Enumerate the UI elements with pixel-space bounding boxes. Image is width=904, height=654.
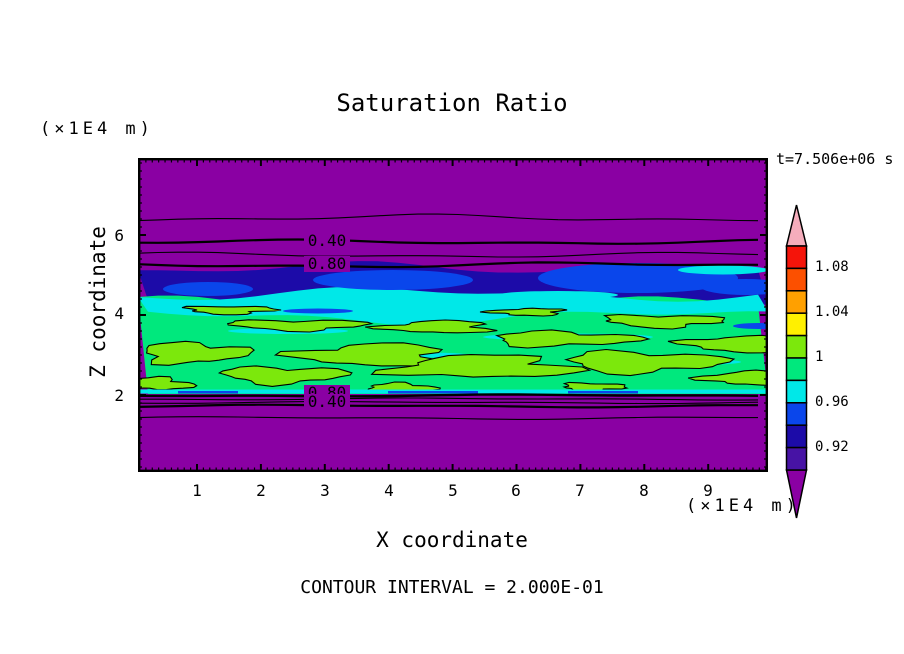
contoured-blob [564, 348, 736, 377]
colorbar-segment [785, 379, 808, 404]
colorbar [785, 204, 808, 520]
colorbar-segment [785, 290, 808, 314]
fill-region [388, 391, 478, 394]
contour-field-canvas [138, 158, 768, 472]
x-tick-label-8: 8 [639, 481, 649, 500]
x-tick-label-6: 6 [511, 481, 521, 500]
contour-label-040-upper: 0.40 [304, 233, 350, 249]
z-tick-label-6: 6 [114, 226, 124, 245]
colorbar-scale [785, 204, 808, 519]
colorbar-label-108: 1.08 [815, 259, 849, 275]
colorbar-segment [785, 334, 808, 359]
fill-band [138, 286, 768, 327]
fill-patch [498, 291, 618, 299]
plot-frame [138, 158, 768, 472]
contour-line [138, 403, 758, 409]
x-axis-title: X coordinate [376, 528, 528, 552]
fill-patch [283, 308, 353, 314]
contour-line [138, 238, 759, 245]
z-tick-label-2: 2 [114, 386, 124, 405]
colorbar-segment [785, 357, 808, 382]
fill-patch [163, 282, 253, 296]
contoured-blob [138, 375, 198, 391]
colorbar-label-092: 0.92 [815, 439, 849, 455]
contoured-blob [687, 369, 768, 386]
x-tick-label-2: 2 [256, 481, 266, 500]
contour-plot-area: 0.40 0.80 0.80 0.40 [138, 158, 768, 472]
contour-line [138, 416, 758, 420]
colorbar-over-arrow [785, 204, 808, 247]
contour-interval-caption: CONTOUR INTERVAL = 2.000E-01 [300, 577, 604, 598]
colorbar-segment [785, 446, 808, 471]
contoured-blob [365, 319, 498, 334]
x-tick-label-9: 9 [703, 481, 713, 500]
x-tick-label-5: 5 [448, 481, 458, 500]
contoured-blob [217, 365, 353, 387]
x-axis-units-label: (×1E4 m) [686, 496, 800, 516]
contour-line [138, 393, 759, 398]
fill-patch [701, 279, 768, 295]
fill-patch [678, 265, 768, 275]
colorbar-under-arrow [785, 469, 808, 519]
contoured-blob [226, 319, 374, 333]
contour-label-040-lower: 0.40 [304, 394, 350, 410]
contoured-blob [181, 305, 282, 316]
x-tick-label-7: 7 [575, 481, 585, 500]
contoured-blob [145, 340, 255, 366]
contoured-blob [479, 307, 568, 317]
fill-region [178, 391, 238, 394]
fill-region [568, 391, 638, 394]
time-annotation: t=7.506e+06 s [776, 150, 894, 168]
fill-patch [313, 270, 473, 290]
colorbar-segment [785, 424, 808, 449]
colorbar-segment [785, 312, 808, 337]
colorbar-segment [785, 402, 808, 426]
contour-line [138, 251, 759, 258]
x-tick-label-3: 3 [320, 481, 330, 500]
z-axis-units-label: (×1E4 m) [40, 119, 154, 139]
page-title: Saturation Ratio [336, 89, 568, 117]
z-tick-label-4: 4 [114, 304, 124, 323]
colorbar-segment [785, 267, 808, 292]
x-tick-label-1: 1 [192, 481, 202, 500]
contour-label-080-upper: 0.80 [304, 256, 350, 272]
contoured-blob [494, 329, 651, 349]
contour-line [138, 397, 759, 401]
fill-patch [733, 323, 768, 329]
x-tick-label-4: 4 [384, 481, 394, 500]
colorbar-label-096: 0.96 [815, 394, 849, 410]
contoured-blob [370, 354, 592, 378]
contoured-blob [602, 313, 726, 330]
contour-line [138, 400, 759, 405]
contoured-blob [667, 334, 768, 354]
contour-line [138, 261, 759, 269]
colorbar-label-100: 1 [815, 349, 824, 365]
colorbar-label-104: 1.04 [815, 304, 849, 320]
colorbar-segment [785, 245, 808, 270]
contour-line [138, 213, 759, 222]
